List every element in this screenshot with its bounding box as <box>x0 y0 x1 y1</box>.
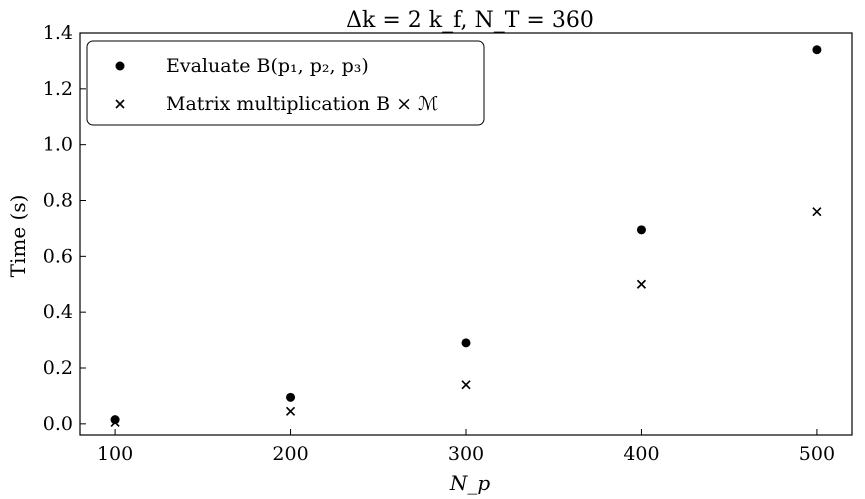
y-tick-label: 1.0 <box>43 134 73 156</box>
data-point-evaluate <box>461 338 471 348</box>
data-point-matrix-mult <box>285 406 296 416</box>
data-point-matrix-mult <box>636 279 647 289</box>
legend-marker-x <box>115 99 125 109</box>
data-point-evaluate <box>110 415 120 425</box>
x-axis: 100 200 300 400 500 <box>97 429 835 465</box>
y-tick-label: 1.4 <box>43 22 73 44</box>
x-tick-label: 300 <box>448 443 484 465</box>
x-tick-label: 100 <box>97 443 133 465</box>
legend-box <box>86 40 485 126</box>
x-tick-label: 500 <box>799 443 835 465</box>
legend-label-matrix: Matrix multiplication B × ℳ <box>166 93 438 115</box>
data-point-matrix-mult <box>110 417 120 428</box>
data-point-matrix-mult <box>461 380 471 390</box>
data-point-evaluate <box>812 45 822 55</box>
x-tick-label: 400 <box>623 443 659 465</box>
y-tick-label: 1.2 <box>43 78 73 100</box>
legend-marker-circle <box>115 61 125 71</box>
data-point-evaluate <box>636 225 646 235</box>
y-tick-label: 0.6 <box>43 245 73 267</box>
x-tick-label: 200 <box>272 443 308 465</box>
chart-title: Δk = 2 k_f, N_T = 360 <box>346 8 594 33</box>
data-point-evaluate <box>286 392 296 402</box>
data-points <box>110 45 822 428</box>
data-point-matrix-mult <box>812 207 822 217</box>
legend: Evaluate B(p₁, p₂, p₃) Matrix multiplica… <box>86 40 485 126</box>
y-axis: 0.0 0.2 0.4 0.6 0.8 1.0 1.2 1.4 <box>43 22 86 435</box>
y-axis-label: Time (s) <box>6 195 30 278</box>
y-tick-label: 0.2 <box>43 357 73 379</box>
y-tick-label: 0.0 <box>43 413 73 435</box>
legend-label-evaluate: Evaluate B(p₁, p₂, p₃) <box>166 55 369 77</box>
y-tick-label: 0.8 <box>43 190 73 212</box>
y-tick-label: 0.4 <box>43 301 73 323</box>
x-axis-label: N_p <box>449 471 491 495</box>
